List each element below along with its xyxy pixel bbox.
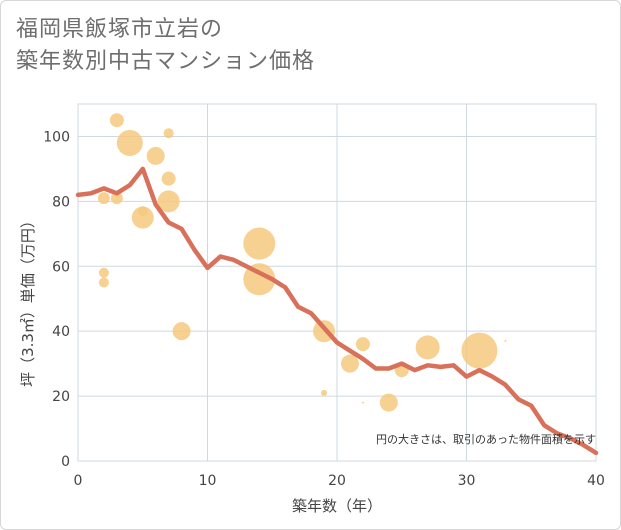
bubble-point bbox=[109, 113, 124, 128]
bubble-point bbox=[161, 171, 176, 186]
bubble-point bbox=[321, 389, 328, 396]
y-tick-label: 80 bbox=[52, 194, 70, 210]
bubble-point bbox=[243, 227, 276, 260]
bubble-point bbox=[98, 277, 109, 288]
y-tick-label: 40 bbox=[52, 324, 70, 340]
price-trend-line bbox=[75, 166, 599, 456]
x-tick-labels: 0 10 20 30 40 bbox=[74, 473, 605, 489]
bubble-point bbox=[172, 322, 191, 341]
y-tick-label: 20 bbox=[52, 389, 70, 405]
bubble-point bbox=[97, 192, 110, 205]
bubble-point bbox=[379, 393, 398, 412]
title-line-1: 福岡県飯塚市立岩の bbox=[16, 17, 224, 42]
bubble-layer bbox=[97, 113, 507, 412]
bubble-point bbox=[361, 401, 364, 404]
bubble-point bbox=[355, 337, 370, 352]
bubble-point bbox=[98, 267, 109, 278]
x-tick-label: 0 bbox=[74, 473, 83, 489]
bubble-point bbox=[163, 128, 174, 139]
x-axis-label: 築年数（年） bbox=[292, 497, 382, 515]
y-tick-label: 0 bbox=[61, 454, 70, 470]
x-tick-label: 20 bbox=[328, 473, 346, 489]
bubble-point bbox=[110, 192, 123, 205]
bubble-point bbox=[415, 335, 440, 360]
bubble-point bbox=[131, 206, 154, 229]
grid-lines bbox=[77, 103, 597, 462]
bubble-point bbox=[504, 339, 507, 342]
bubble-point bbox=[340, 354, 359, 373]
y-tick-labels: 0 20 40 60 80 100 bbox=[43, 129, 70, 470]
y-tick-label: 100 bbox=[43, 129, 70, 145]
bubble-point bbox=[157, 190, 180, 213]
x-tick-label: 30 bbox=[458, 473, 476, 489]
x-tick-label: 40 bbox=[587, 473, 605, 489]
bubble-point bbox=[461, 332, 498, 369]
y-axis-label: 坪（3.3㎡）単価（万円） bbox=[19, 213, 37, 387]
title-line-2: 築年数別中古マンション価格 bbox=[16, 49, 316, 74]
bubble-point bbox=[146, 146, 165, 165]
bubble-size-note: 円の大きさは、取引のあった物件面積を示す bbox=[376, 432, 596, 446]
x-tick-label: 10 bbox=[199, 473, 217, 489]
page-title: 福岡県飯塚市立岩の 築年数別中古マンション価格 bbox=[16, 14, 315, 78]
bubble-point bbox=[116, 129, 143, 156]
y-tick-label: 60 bbox=[52, 259, 70, 275]
